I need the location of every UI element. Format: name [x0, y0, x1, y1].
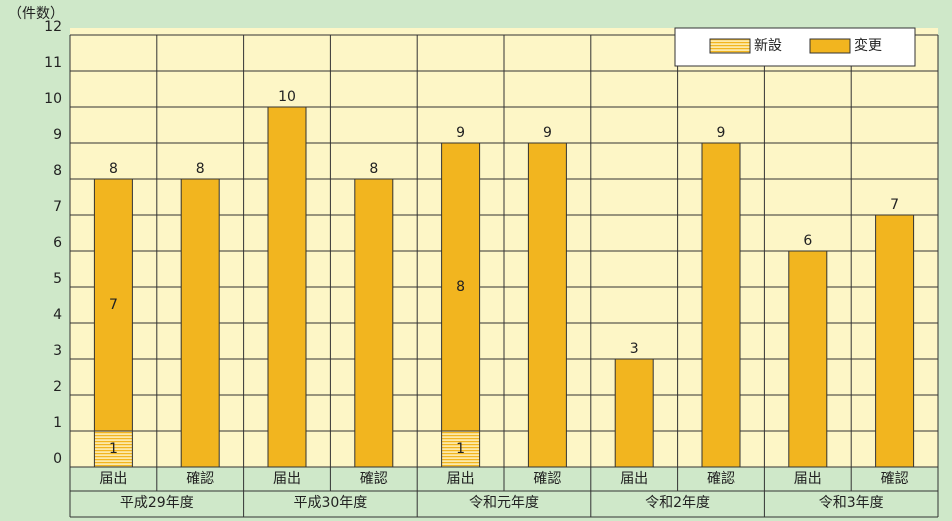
- legend-swatch: [709, 38, 751, 54]
- data-label: 7: [109, 297, 118, 313]
- total-label: 7: [890, 197, 899, 213]
- bar: [788, 250, 828, 468]
- group-label: 平成30年度: [293, 495, 367, 511]
- y-tick-label: 8: [53, 163, 62, 179]
- legend-label: 新設: [754, 38, 782, 54]
- data-label: 8: [456, 279, 465, 295]
- y-tick-label: 10: [44, 91, 62, 107]
- bar: [875, 214, 915, 468]
- group-label: 令和元年度: [469, 495, 539, 511]
- total-label: 9: [543, 125, 552, 141]
- x-tick-label: 確認: [707, 471, 735, 487]
- x-tick-label: 確認: [360, 471, 388, 487]
- total-label: 9: [456, 125, 465, 141]
- y-axis-label: （件数）: [8, 6, 64, 22]
- total-label: 8: [369, 161, 378, 177]
- y-tick-label: 12: [44, 19, 62, 35]
- x-tick-label: 確認: [533, 471, 561, 487]
- bar: [614, 358, 654, 468]
- x-tick-label: 届出: [273, 471, 301, 487]
- y-tick-label: 1: [53, 415, 62, 431]
- y-tick-label: 3: [53, 343, 62, 359]
- total-label: 8: [109, 161, 118, 177]
- data-label: 1: [456, 441, 465, 457]
- total-label: 6: [803, 233, 812, 249]
- y-tick-label: 7: [53, 199, 62, 215]
- total-label: 10: [278, 89, 296, 105]
- y-tick-label: 5: [53, 271, 62, 287]
- bar: [441, 142, 481, 432]
- x-tick-label: 届出: [99, 471, 127, 487]
- group-label: 平成29年度: [120, 495, 194, 511]
- group-label: 令和3年度: [819, 495, 884, 511]
- bar: [527, 142, 567, 468]
- data-label: 1: [109, 441, 118, 457]
- total-label: 8: [196, 161, 205, 177]
- group-label: 令和2年度: [645, 495, 710, 511]
- bar: [354, 178, 394, 468]
- x-tick-label: 確認: [186, 471, 214, 487]
- y-tick-label: 0: [53, 451, 62, 467]
- x-tick-label: 届出: [794, 471, 822, 487]
- bar: [701, 142, 741, 468]
- bar: [93, 178, 133, 432]
- bar: [267, 106, 307, 468]
- legend-swatch: [809, 38, 851, 54]
- y-tick-label: 9: [53, 127, 62, 143]
- legend-label: 変更: [854, 37, 882, 54]
- bar: [180, 178, 220, 468]
- x-tick-label: 届出: [620, 471, 648, 487]
- total-label: 3: [630, 341, 639, 357]
- y-tick-label: 6: [53, 235, 62, 251]
- x-tick-label: 届出: [447, 471, 475, 487]
- bar: [93, 430, 133, 468]
- bar: [441, 430, 481, 468]
- y-tick-label: 2: [53, 379, 62, 395]
- y-tick-label: 11: [44, 55, 62, 71]
- total-label: 9: [717, 125, 726, 141]
- y-tick-label: 4: [53, 307, 62, 323]
- x-tick-label: 確認: [881, 471, 909, 487]
